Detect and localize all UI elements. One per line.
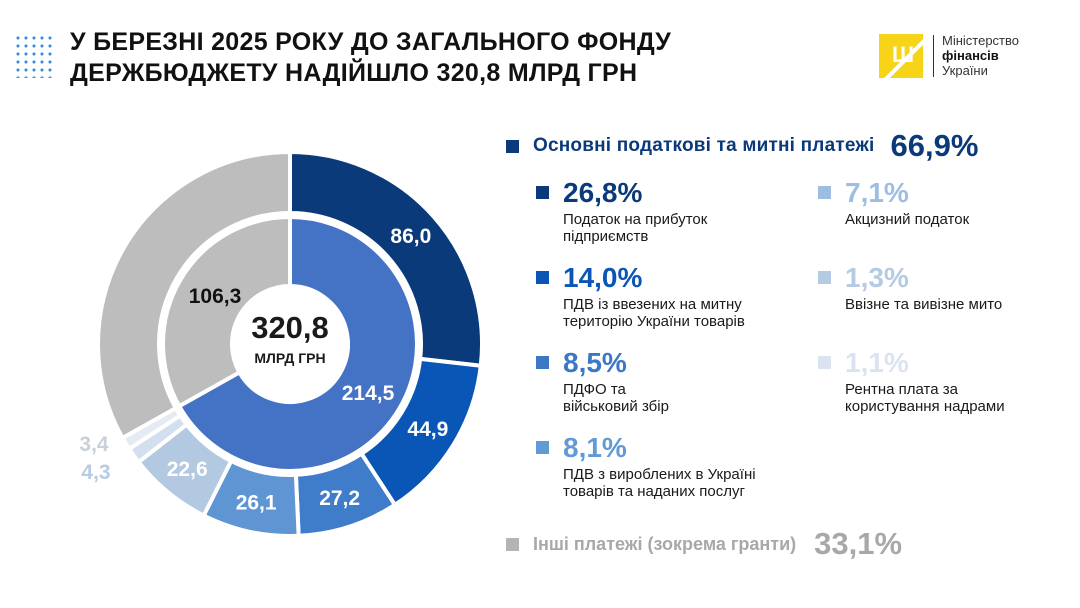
inner_ring-label: 214,5 [342, 382, 395, 405]
legend-swatch [506, 537, 519, 551]
legend-item-pct: 1,3% [845, 262, 909, 293]
legend-swatch [536, 356, 549, 369]
legend-item-desc: Рентна плата за [845, 381, 958, 398]
legend-item: 1,3% Ввізне та вивізне мито [818, 263, 1002, 313]
legend-other: Інші платежі (зокрема гранти) 33,1% [506, 526, 902, 562]
outer_ring-segment [288, 149, 484, 368]
legend-swatch [536, 271, 549, 284]
legend-other-pct: 33,1% [814, 526, 903, 561]
inner_ring-segment [161, 214, 292, 409]
legend-item-desc: військовий збір [563, 398, 669, 415]
title-line-2: ДЕРЖБЮДЖЕТУ НАДІЙШЛО 320,8 МЛРД ГРН [70, 59, 638, 87]
outer_ring-segment [96, 149, 292, 441]
logo-line-3: України [942, 63, 988, 78]
legend-item-desc: ПДФО та [563, 381, 626, 398]
logo-line-1: Міністерство [942, 33, 1019, 48]
logo-divider [933, 34, 934, 77]
outer_ring-label: 86,0 [390, 225, 431, 248]
legend-item-desc: користування надрами [845, 398, 1005, 415]
legend-main: Основні податкові та митні платежі 66,9% [506, 128, 978, 164]
legend-item-desc: Акцизний податок [845, 211, 970, 228]
inner_ring-label: 106,3 [189, 285, 242, 308]
legend-item-pct: 8,1% [563, 432, 627, 463]
legend-item-desc: підприємств [563, 228, 649, 245]
outer_ring-label: 4,3 [81, 461, 110, 484]
legend-item: 8,5% ПДФО та військовий збір [536, 348, 669, 415]
legend-swatch [506, 139, 519, 153]
legend-main-label: Основні податкові та митні платежі [533, 135, 875, 156]
legend-item: 7,1% Акцизний податок [818, 178, 969, 228]
legend-item: 1,1% Рентна плата за користування надрами [818, 348, 1005, 415]
outer_ring-label: 3,4 [79, 433, 109, 456]
title-line-1: У БЕРЕЗНІ 2025 РОКУ ДО ЗАГАЛЬНОГО ФОНДУ [70, 28, 672, 56]
decorative-dots [14, 34, 54, 78]
outer_ring-label: 22,6 [167, 458, 208, 481]
legend-item: 8,1% ПДВ з вироблених в Україні товарів та… [536, 433, 756, 500]
legend-item-pct: 7,1% [845, 177, 909, 208]
legend-other-label: Інші платежі (зокрема гранти) [533, 533, 797, 554]
legend-item-pct: 14,0% [563, 262, 643, 293]
legend-item-desc: Податок на прибуток [563, 211, 708, 228]
legend-item-desc: територію України товарів [563, 313, 745, 330]
outer_ring-label: 44,9 [407, 418, 448, 441]
legend-swatch [536, 186, 549, 199]
legend-item-pct: 26,8% [563, 177, 643, 208]
outer_ring-label: 27,2 [319, 487, 360, 510]
total-unit: МЛРД ГРН [254, 350, 326, 366]
ministry-logo: Ш Міністерство фінансів України [879, 33, 1019, 78]
page-title: У БЕРЕЗНІ 2025 РОКУ ДО ЗАГАЛЬНОГО ФОНДУ … [70, 27, 671, 89]
logo-line-2: фінансів [942, 48, 999, 63]
legend-item: 26,8% Податок на прибуток підприємств [536, 178, 707, 245]
legend-item-desc: ПДВ з вироблених в Україні [563, 466, 756, 483]
legend-item-pct: 8,5% [563, 347, 627, 378]
legend-swatch [818, 356, 831, 369]
donut-center: 320,8 МЛРД ГРН [230, 310, 350, 367]
legend-item-pct: 1,1% [845, 347, 909, 378]
trident-emblem-icon: Ш [879, 33, 923, 78]
legend-item-desc: Ввізне та вивізне мито [845, 296, 1003, 313]
legend-swatch [818, 186, 831, 199]
legend-item-desc: товарів та наданих послуг [563, 483, 745, 500]
legend-swatch [536, 441, 549, 454]
total-value: 320,8 [251, 310, 329, 345]
outer_ring-label: 26,1 [236, 491, 277, 514]
legend-item: 14,0% ПДВ із ввезених на митну територію У… [536, 263, 745, 330]
inner_ring-segment [176, 214, 419, 473]
legend-main-pct: 66,9% [890, 128, 979, 163]
donut-chart: 86,0 44,9 27,2 26,1 22,6 4,3 3,4 214,5 106,3 [79, 149, 484, 538]
legend-swatch [818, 271, 831, 284]
legend-item-desc: ПДВ із ввезених на митну [563, 296, 742, 313]
